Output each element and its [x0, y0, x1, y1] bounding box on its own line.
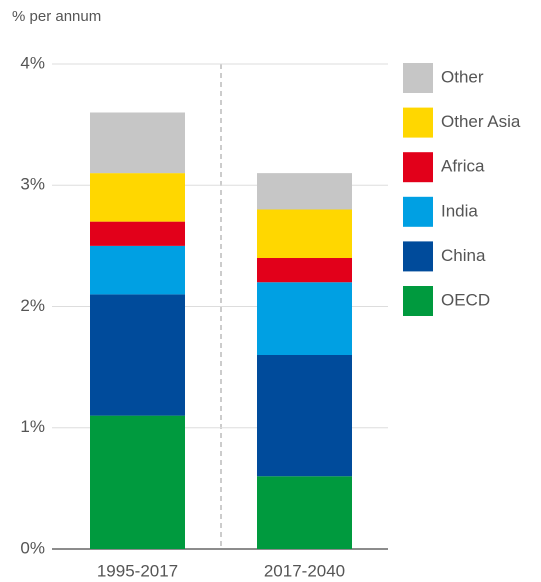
bar-segment [257, 476, 352, 549]
legend-label: Africa [441, 157, 485, 176]
y-tick-label: 0% [20, 538, 45, 557]
legend-swatch [403, 152, 433, 183]
bar-segment [90, 112, 185, 174]
bar-segment [257, 173, 352, 210]
y-tick-label: 3% [20, 175, 45, 194]
bar-segment [90, 294, 185, 416]
axis-label: % per annum [12, 8, 101, 25]
legend-label: China [441, 246, 486, 265]
bar-segment [90, 173, 185, 222]
y-tick-label: 4% [20, 53, 45, 72]
bar-segment [257, 258, 352, 283]
x-tick-label: 2017-2040 [264, 561, 345, 580]
legend-swatch [403, 286, 433, 316]
x-tick-label: 1995-2017 [97, 561, 178, 580]
bar-segment [90, 415, 185, 549]
legend-label: India [441, 201, 478, 220]
legend-swatch [403, 107, 433, 138]
y-tick-label: 1% [20, 417, 45, 436]
legend-label: Other Asia [441, 112, 521, 131]
bar-segment [257, 355, 352, 477]
bar-segment [90, 221, 185, 246]
bar-segment [257, 209, 352, 258]
bar-segment [257, 282, 352, 355]
legend-label: OECD [441, 290, 490, 309]
bar-segment [90, 245, 185, 295]
legend-swatch [403, 63, 433, 93]
y-tick-label: 2% [20, 296, 45, 315]
legend-label: Other [441, 67, 484, 86]
legend-swatch [403, 196, 433, 227]
legend-swatch [403, 241, 433, 272]
